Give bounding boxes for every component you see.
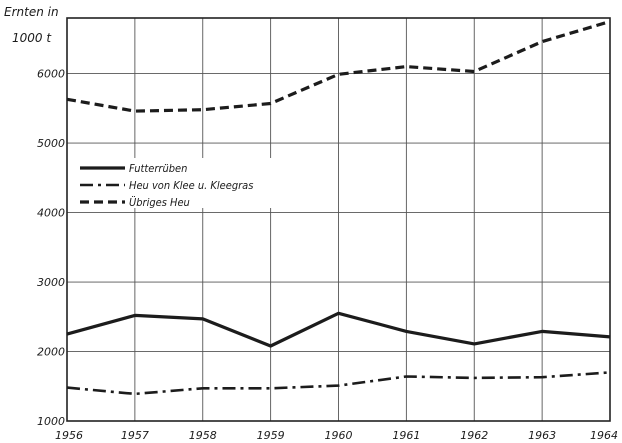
y-tick-label-1000: 1000 (37, 415, 65, 428)
y-tick-label-2000: 2000 (37, 346, 65, 359)
y-tick-labels: 1000 2000 3000 4000 5000 6000 (37, 68, 65, 428)
y-tick-label-5000: 5000 (37, 137, 65, 150)
x-tick-label-1960: 1960 (325, 429, 353, 442)
x-tick-label-1958: 1958 (189, 429, 217, 442)
legend-background (76, 158, 276, 208)
plot-frame (66, 17, 611, 422)
x-tick-label-1962: 1962 (460, 429, 488, 442)
x-tick-label-1956: 1956 (55, 429, 83, 442)
x-tick-label-1959: 1959 (257, 429, 285, 442)
x-tick-label-1957: 1957 (121, 429, 149, 442)
series-lines (66, 19, 611, 396)
legend-label-heu-klee: Heu von Klee u. Kleegras (129, 179, 253, 192)
grid (67, 18, 610, 421)
y-axis-label-line-2: 1000 t (12, 31, 52, 45)
y-tick-label-4000: 4000 (37, 207, 65, 220)
y-tick-label-3000: 3000 (37, 276, 65, 289)
x-tick-label-1963: 1963 (528, 429, 556, 442)
legend-label-uebriges-heu: Übriges Heu (129, 196, 190, 209)
legend-label-futterrueben: Futterrüben (129, 162, 187, 175)
x-tick-labels: 1956 1957 1958 1959 1960 1961 1962 1963 1964 (55, 429, 618, 442)
y-axis-label-line-1: Ernten in (4, 5, 59, 19)
x-tick-label-1964: 1964 (590, 429, 618, 442)
x-tick-label-1961: 1961 (392, 429, 420, 442)
legend: Futterrüben Heu von Klee u. Kleegras Übr… (76, 158, 276, 209)
y-tick-label-6000: 6000 (37, 68, 65, 81)
series-line-2 (66, 19, 611, 113)
